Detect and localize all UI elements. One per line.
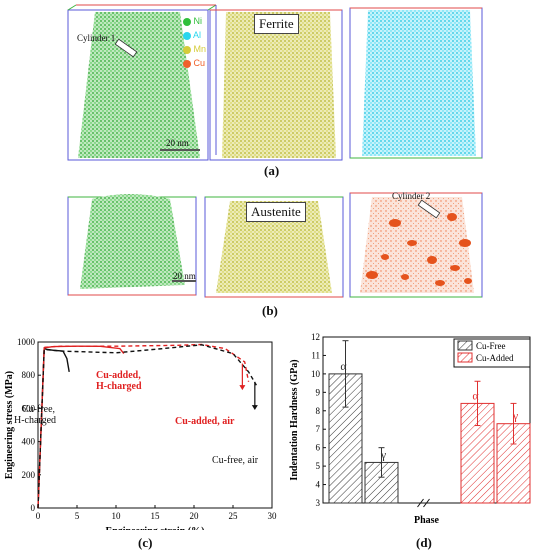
y-tick-label: 800 bbox=[22, 370, 36, 380]
series-line-3 bbox=[37, 343, 250, 509]
panel-a: Ni Al Mn Cu Cylinder 1 Ferrite 20 nm (a) bbox=[0, 0, 550, 185]
panel-c-label: (c) bbox=[138, 535, 153, 550]
y-tick-label: 6 bbox=[316, 443, 321, 453]
x-tick-label: 20 bbox=[190, 511, 200, 521]
bar-phase-label: γ bbox=[380, 447, 387, 461]
y-tick-label: 8 bbox=[316, 406, 321, 416]
axis-break-mark bbox=[417, 498, 424, 508]
ferrite-label: Ferrite bbox=[254, 14, 299, 34]
bar-phase-label: α bbox=[472, 388, 479, 402]
panel-b-figure bbox=[67, 192, 483, 298]
panel-c: 0 5 10 15 20 25 30 0 200 400 600 800 1000 Engineering… bbox=[0, 330, 290, 550]
annot-cufree-h-line1: Cu-free, bbox=[22, 404, 56, 415]
legend-item-ni: Ni bbox=[183, 14, 206, 28]
y-tick-label: 10 bbox=[311, 369, 321, 379]
legend-item-mn: Mn bbox=[183, 42, 206, 56]
annot-cuadded-h-line1: Cu-added, bbox=[96, 370, 141, 381]
annot-cufree-air: Cu-free, air bbox=[212, 455, 259, 466]
y-tick-label: 5 bbox=[316, 461, 321, 471]
legend-label-2: Cu-Added bbox=[476, 353, 514, 363]
y-tick-label: 7 bbox=[316, 424, 321, 434]
arrowhead-cufree-air bbox=[251, 405, 258, 411]
x-axis-title: Engineering strain (%) bbox=[106, 526, 205, 530]
legend-swatch-1 bbox=[457, 340, 473, 351]
annot-cuadded-h: Cu-added, H-charged bbox=[96, 370, 142, 392]
panel-b: Austenite Cylinder 2 20 nm (b) bbox=[0, 185, 550, 318]
stress-strain-chart: 0 5 10 15 20 25 30 0 200 400 600 800 1000 Engineering… bbox=[4, 337, 278, 530]
series-line-4 bbox=[37, 344, 258, 509]
cylinder-1-label: Cylinder 1 bbox=[77, 33, 116, 43]
y-axis-title: Engineering stress (MPa) bbox=[4, 371, 15, 479]
x-tick-label: 0 bbox=[36, 511, 41, 521]
apt-box-ni-austenite bbox=[67, 194, 197, 296]
x-tick-label: 5 bbox=[75, 511, 80, 521]
x-tick-label: 30 bbox=[268, 511, 278, 521]
legend-item-al: Al bbox=[183, 28, 206, 42]
x-axis-title: Phase bbox=[414, 515, 440, 526]
annot-cufree-h: Cu-free, H-charged bbox=[14, 404, 56, 426]
apt-box-cu-austenite bbox=[349, 192, 483, 298]
bar-phase-label: α bbox=[340, 359, 347, 373]
y-tick-label: 400 bbox=[22, 437, 36, 447]
apt-box-mn-austenite bbox=[204, 196, 344, 298]
y-tick-label: 12 bbox=[311, 332, 320, 342]
y-tick-label: 9 bbox=[316, 387, 321, 397]
panel-d-label: (d) bbox=[416, 535, 432, 550]
series-line-2 bbox=[37, 345, 125, 509]
scalebar-b-label: 20 nm bbox=[173, 271, 196, 281]
panel-b-label: (b) bbox=[262, 303, 278, 318]
x-tick-label: 10 bbox=[112, 511, 122, 521]
apt-box-mn-ferrite bbox=[209, 9, 343, 161]
plot-frame bbox=[37, 341, 273, 509]
y-tick-label: 11 bbox=[311, 350, 320, 360]
apt-box-al-ferrite bbox=[349, 7, 483, 159]
hardness-chart: 3 4 5 6 7 8 9 10 11 12 Phase Indentation Hardness (… bbox=[289, 332, 531, 526]
x-tick-label: 15 bbox=[151, 511, 161, 521]
axis-break-mark bbox=[423, 498, 430, 508]
x-tick-label: 25 bbox=[229, 511, 239, 521]
panel-a-figure bbox=[67, 4, 483, 161]
legend-swatch-2 bbox=[457, 352, 473, 363]
y-tick-label: 600 bbox=[22, 403, 36, 413]
y-tick-label: 200 bbox=[22, 470, 36, 480]
panel-a-label: (a) bbox=[264, 163, 280, 178]
scalebar-a-label: 20 nm bbox=[166, 138, 189, 148]
annot-cuadded-air: Cu-added, air bbox=[175, 416, 235, 427]
austenite-label: Austenite bbox=[246, 202, 306, 222]
y-tick-label: 1000 bbox=[17, 337, 36, 347]
y-tick-label: 0 bbox=[31, 503, 36, 513]
element-legend: Ni Al Mn Cu bbox=[183, 14, 206, 70]
y-axis-title: Indentation Hardness (GPa) bbox=[289, 359, 300, 480]
legend-item-cu: Cu bbox=[183, 56, 206, 70]
apt-box-ni-ferrite bbox=[67, 4, 217, 161]
panel-d: 3 4 5 6 7 8 9 10 11 12 Phase Indentation Hardness (… bbox=[285, 325, 550, 550]
legend-label-1: Cu-Free bbox=[476, 341, 506, 351]
annot-cuadded-h-line2: H-charged bbox=[96, 381, 142, 392]
y-tick-label: 3 bbox=[316, 498, 321, 508]
cylinder-2-label: Cylinder 2 bbox=[392, 191, 431, 201]
y-tick-label: 4 bbox=[316, 480, 321, 490]
annot-cufree-h-line2: H-charged bbox=[14, 415, 57, 426]
arrowhead-cuadded-air bbox=[239, 385, 246, 391]
bar-phase-label: γ bbox=[512, 409, 519, 423]
